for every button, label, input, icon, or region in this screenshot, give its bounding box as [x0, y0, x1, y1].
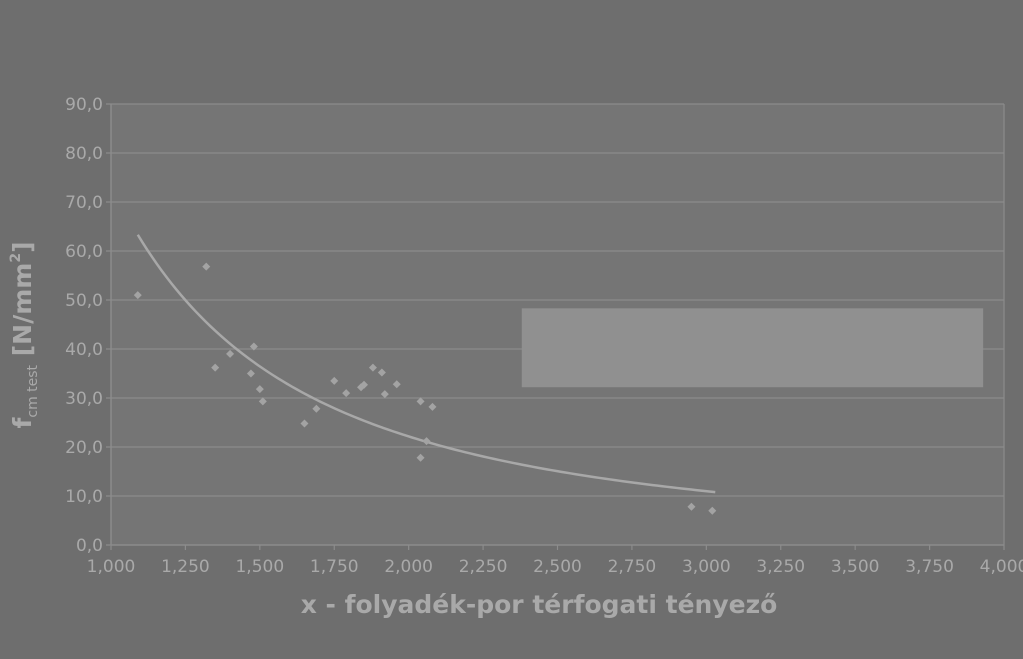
y-tick-label: 60,0 [65, 242, 103, 262]
x-tick-label: 4,000 [980, 557, 1023, 577]
data-point [380, 390, 389, 399]
y-tick-label: 80,0 [65, 144, 103, 164]
x-tick-label: 3,500 [831, 557, 880, 577]
data-point [687, 502, 696, 511]
x-tick-label: 2,250 [459, 557, 508, 577]
axes [106, 103, 1005, 550]
y-tick-label: 70,0 [65, 193, 103, 213]
x-axis-title: x - folyadék-por térfogati tényező [301, 590, 778, 619]
data-point [249, 342, 258, 351]
y-tick-label: 30,0 [65, 389, 103, 409]
y-tick-label: 10,0 [65, 487, 103, 507]
data-points [133, 262, 717, 515]
data-point [226, 349, 235, 358]
data-point [416, 397, 425, 406]
x-tick-label: 2,500 [533, 557, 582, 577]
data-point [708, 506, 717, 515]
y-tick-label: 50,0 [65, 291, 103, 311]
y-tick-label: 90,0 [65, 95, 103, 115]
y-axis-title-subscript: cm test [25, 364, 41, 417]
data-point [392, 380, 401, 389]
y-axis-title: fcm test [N/mm2] [8, 241, 41, 428]
x-tick-label: 3,000 [682, 557, 731, 577]
data-point [360, 380, 369, 389]
data-point [211, 363, 220, 372]
x-tick-label: 3,250 [756, 557, 805, 577]
data-point [368, 363, 377, 372]
x-tick-label: 1,250 [161, 557, 210, 577]
y-tick-label: 40,0 [65, 340, 103, 360]
data-point [246, 369, 255, 378]
data-point [133, 291, 142, 300]
x-tick-label: 1,000 [87, 557, 136, 577]
x-tick-label: 2,000 [384, 557, 433, 577]
y-axis-title-unit: [N/mm [8, 263, 37, 365]
data-point [422, 437, 431, 446]
y-axis-title-superscript: 2 [8, 253, 24, 263]
data-point [342, 389, 351, 398]
x-tick-label: 3,750 [905, 557, 954, 577]
annotation-box [521, 308, 984, 388]
tick-labels: 0,0 10,0 20,0 30,0 40,0 50,0 60,0 70,0 80,0 90,0 1… [65, 95, 1023, 577]
data-point [255, 385, 264, 394]
y-tick-label: 0,0 [76, 536, 103, 556]
data-point [202, 262, 211, 271]
data-point [377, 368, 386, 377]
data-point [428, 402, 437, 411]
y-axis-title-unit-close: ] [8, 241, 37, 252]
x-tick-label: 1,750 [310, 557, 359, 577]
data-point [300, 419, 309, 428]
data-point [330, 376, 339, 385]
y-tick-label: 20,0 [65, 438, 103, 458]
y-axis-title-main: f [8, 417, 37, 429]
data-point [312, 404, 321, 413]
x-tick-label: 1,500 [235, 557, 284, 577]
x-tick-label: 2,750 [608, 557, 657, 577]
data-point [258, 397, 267, 406]
data-point [416, 453, 425, 462]
